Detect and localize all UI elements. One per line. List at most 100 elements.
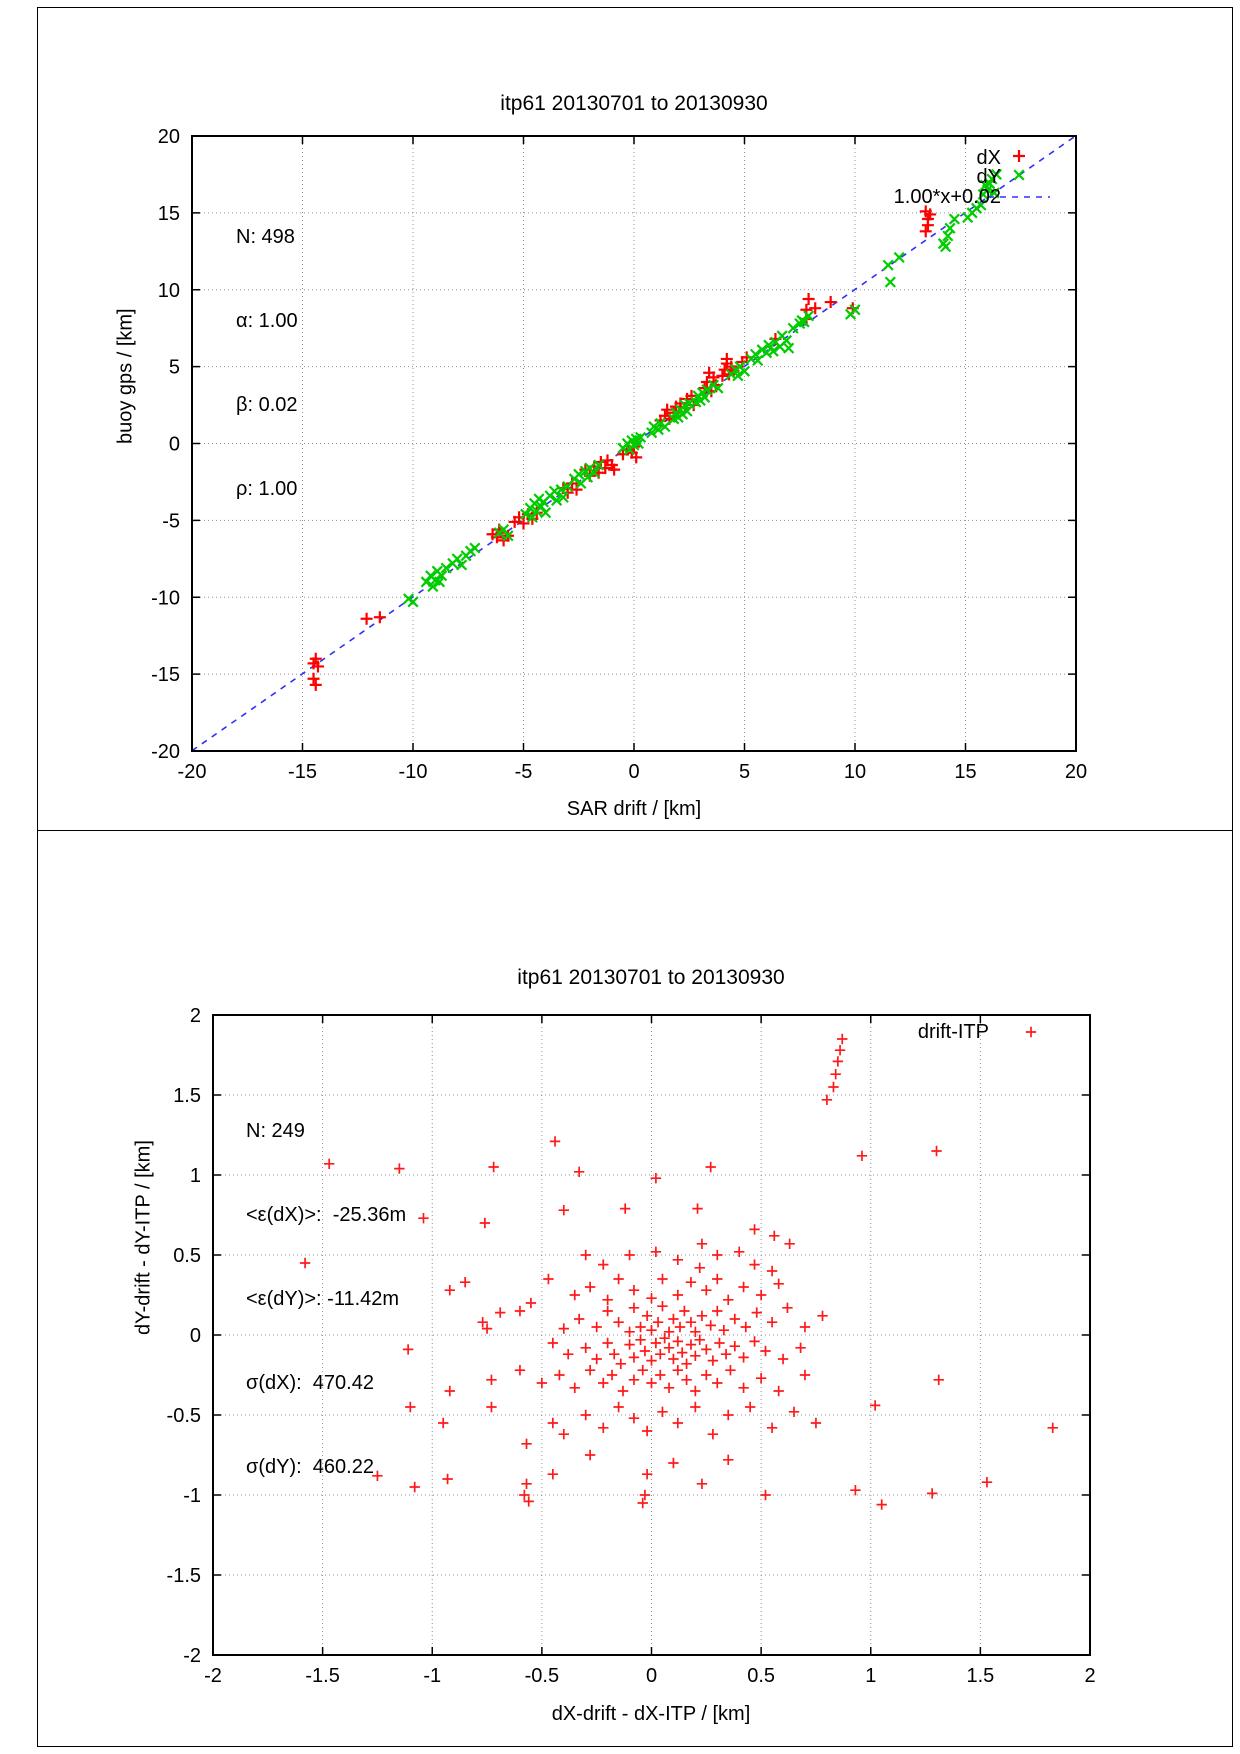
data-point [602,1337,613,1349]
data-point [663,1342,675,1353]
data-point [569,1382,580,1393]
data-point [650,1173,662,1184]
data-point [788,1406,800,1417]
x-tick-label: -2 [204,1665,222,1687]
y-tick-label: 15 [158,203,180,225]
data-point [1013,150,1025,162]
data-point [944,222,956,234]
data-point [674,1321,686,1333]
data-point [514,1365,526,1376]
top-figure-panel: -20 -15 -10 -5 0 5 10 15 20 -20 -15 -10 -5 0 5 10 15 20 i… [37,7,1233,831]
data-point [718,1325,730,1336]
x-tick-label: -5 [515,761,533,783]
data-point [681,1374,692,1385]
data-point [650,1337,662,1349]
data-point [824,296,837,309]
y-tick-label: 20 [158,126,180,148]
data-point [517,517,530,530]
x-tick-label: 20 [1065,761,1087,783]
data-point [703,366,716,379]
data-point [690,1385,701,1397]
data-point [942,230,954,242]
data-point [635,1334,646,1345]
data-point [692,1203,703,1214]
data-point [584,1281,596,1293]
data-point [573,468,585,480]
data-point [598,1377,609,1389]
data-point [628,1374,640,1385]
data-point [817,1310,828,1321]
data-point [723,1294,734,1305]
data-point [650,1246,662,1257]
data-point [555,484,567,496]
data-point [479,1217,491,1229]
data-point [646,1325,657,1336]
data-point [613,1273,624,1285]
data-point [360,612,373,625]
data-point [1047,1422,1058,1433]
data-point [624,1249,635,1261]
data-point [716,369,729,382]
data-point [755,1373,767,1384]
data-point [766,1317,778,1328]
x-tick-label: 1 [865,1665,876,1687]
data-point [701,1344,712,1355]
data-point [635,431,647,443]
legend-markers [1025,1026,1037,1038]
data-point [990,168,1003,181]
series-drift-ITP [299,1033,1058,1510]
data-point [405,1401,416,1413]
data-point [668,1313,679,1325]
data-point [547,1469,559,1480]
stat-rho: ρ: 1.00 [236,478,298,500]
data-point [573,1166,585,1177]
y-tick-label: 0 [190,1325,201,1347]
data-point [876,1499,887,1510]
data-point [659,1333,670,1344]
data-point [714,1337,725,1349]
data-point [632,437,644,450]
data-point [551,494,563,506]
data-point [598,1259,609,1270]
legend-label-fit: 1.00*x+0.02 [893,186,1001,208]
y-tick-label: 0 [169,434,180,456]
data-point [543,1273,554,1285]
data-point [307,672,320,685]
data-point [582,471,594,483]
data-point [646,427,658,439]
data-point [637,1497,648,1509]
data-point [433,576,446,588]
data-point [495,1307,506,1318]
y-tick-label: -1.5 [167,1565,201,1587]
data-point [1025,1026,1037,1038]
data-point [418,1213,429,1224]
data-point [749,1259,760,1270]
y-tick-label: -15 [151,664,180,686]
stat-alpha: α: 1.00 [236,310,298,332]
data-point [940,241,952,253]
y-tick-label: 5 [169,357,180,379]
y-tick-label: -5 [162,510,180,532]
data-point [837,1033,848,1045]
data-point [309,678,322,691]
data-point [809,302,822,315]
data-point [628,1352,640,1363]
data-point [975,199,987,211]
x-tick-label: 1.5 [966,1665,994,1687]
data-point [486,1374,497,1385]
data-point [547,1337,559,1349]
data-point [763,339,775,351]
y-tick-label: 2 [190,1005,201,1027]
data-point [635,1321,646,1333]
data-point [729,1341,741,1352]
data-point [549,1136,561,1147]
data-point [637,1365,648,1376]
x-tick-label: -20 [178,761,207,783]
data-point [931,1145,942,1157]
data-point [777,1353,789,1365]
x-tick-label: -1 [423,1665,441,1687]
data-point [624,1326,635,1337]
data-point [767,345,779,357]
data-point [707,1355,719,1366]
